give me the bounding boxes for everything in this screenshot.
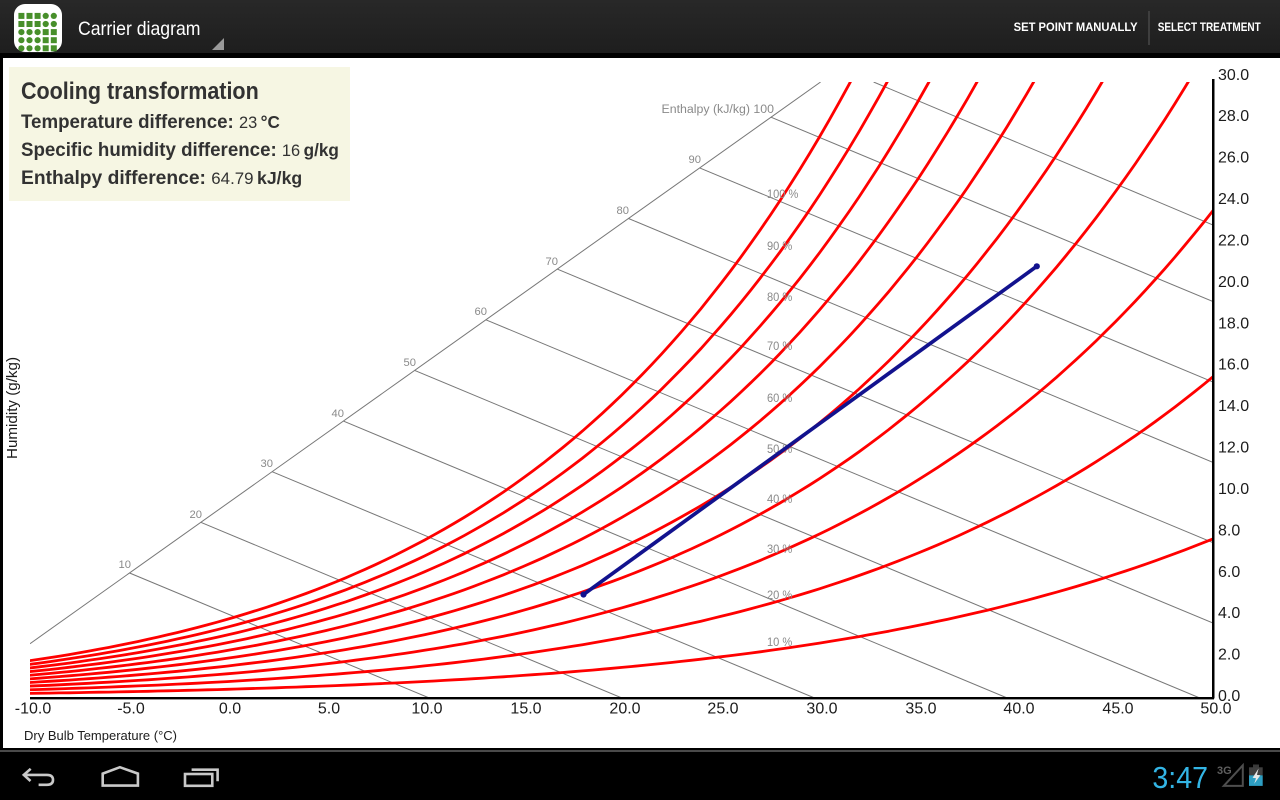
svg-text:Humidity (g/kg): Humidity (g/kg) bbox=[5, 357, 21, 459]
svg-text:15.0: 15.0 bbox=[510, 701, 541, 718]
svg-text:28.0: 28.0 bbox=[1218, 108, 1249, 125]
svg-text:10: 10 bbox=[119, 559, 131, 571]
svg-text:35.0: 35.0 bbox=[905, 701, 936, 718]
svg-text:16.0: 16.0 bbox=[1218, 357, 1249, 374]
svg-text:0.0: 0.0 bbox=[1218, 688, 1240, 705]
svg-text:100 %: 100 % bbox=[767, 187, 799, 201]
svg-text:30.0: 30.0 bbox=[1218, 67, 1249, 84]
svg-text:40: 40 bbox=[332, 408, 344, 420]
svg-text:50: 50 bbox=[404, 357, 416, 369]
svg-text:40.0: 40.0 bbox=[1003, 701, 1034, 718]
svg-text:60: 60 bbox=[475, 306, 487, 318]
svg-text:10.0: 10.0 bbox=[411, 701, 442, 718]
svg-text:30 %: 30 % bbox=[767, 542, 793, 556]
svg-text:8.0: 8.0 bbox=[1218, 522, 1240, 539]
svg-text:Dry Bulb Temperature (°C): Dry Bulb Temperature (°C) bbox=[24, 729, 177, 743]
svg-text:2.0: 2.0 bbox=[1218, 647, 1240, 664]
svg-text:20.0: 20.0 bbox=[1218, 274, 1249, 291]
svg-text:6.0: 6.0 bbox=[1218, 564, 1240, 581]
svg-text:60 %: 60 % bbox=[767, 391, 793, 405]
svg-text:20.0: 20.0 bbox=[609, 701, 640, 718]
svg-text:45.0: 45.0 bbox=[1102, 701, 1133, 718]
svg-text:10.0: 10.0 bbox=[1218, 481, 1249, 498]
svg-text:14.0: 14.0 bbox=[1218, 398, 1249, 415]
svg-text:90: 90 bbox=[689, 154, 701, 166]
svg-text:50.0: 50.0 bbox=[1200, 701, 1231, 718]
svg-text:0.0: 0.0 bbox=[219, 701, 241, 718]
svg-text:70: 70 bbox=[546, 256, 558, 268]
svg-text:20: 20 bbox=[190, 509, 202, 521]
svg-text:Enthalpy (kJ/kg) 100: Enthalpy (kJ/kg) 100 bbox=[662, 104, 775, 116]
svg-text:40 %: 40 % bbox=[767, 492, 793, 506]
svg-text:10 %: 10 % bbox=[767, 635, 793, 649]
svg-text:30: 30 bbox=[261, 458, 273, 470]
svg-text:70 %: 70 % bbox=[767, 339, 793, 353]
svg-text:-5.0: -5.0 bbox=[117, 701, 145, 718]
svg-text:80 %: 80 % bbox=[767, 290, 793, 304]
svg-text:-10.0: -10.0 bbox=[15, 701, 52, 718]
svg-text:90 %: 90 % bbox=[767, 239, 793, 253]
svg-text:18.0: 18.0 bbox=[1218, 315, 1249, 332]
svg-text:80: 80 bbox=[617, 205, 629, 217]
svg-text:22.0: 22.0 bbox=[1218, 232, 1249, 249]
svg-text:5.0: 5.0 bbox=[318, 701, 340, 718]
svg-text:24.0: 24.0 bbox=[1218, 191, 1249, 208]
svg-text:12.0: 12.0 bbox=[1218, 440, 1249, 457]
svg-text:20 %: 20 % bbox=[767, 588, 793, 602]
svg-text:4.0: 4.0 bbox=[1218, 605, 1240, 622]
svg-text:26.0: 26.0 bbox=[1218, 150, 1249, 167]
svg-text:30.0: 30.0 bbox=[806, 701, 837, 718]
svg-text:25.0: 25.0 bbox=[707, 701, 738, 718]
